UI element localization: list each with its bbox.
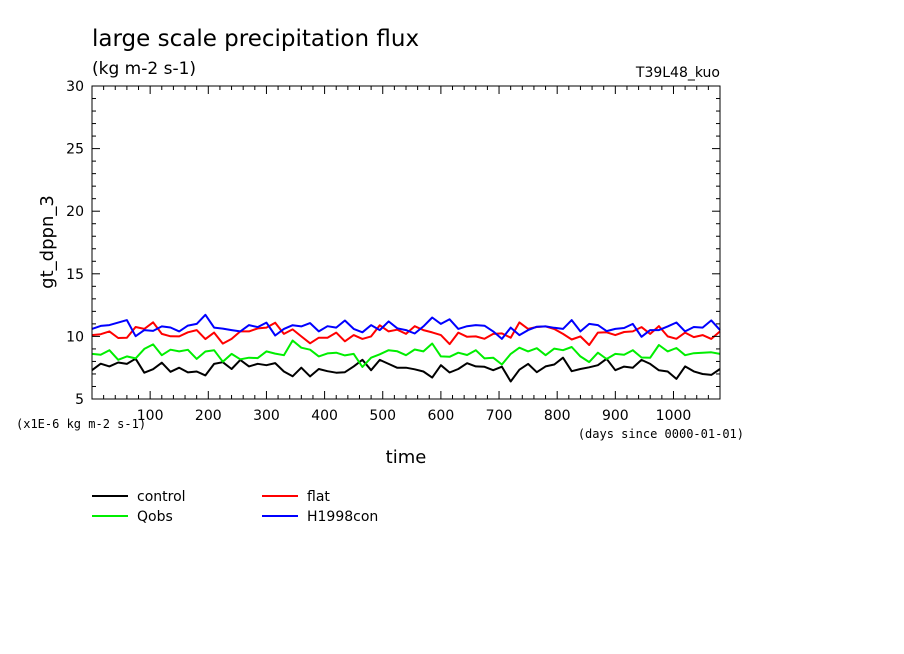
series-line-h1998con <box>91 313 721 340</box>
plot-frame <box>91 85 721 400</box>
chart-subtitle: (kg m-2 s-1) <box>92 59 196 79</box>
y-axis-label: gt_dppn_3 <box>37 195 58 289</box>
x-tick-label: 900 <box>602 408 629 424</box>
plot-series-group <box>91 313 721 383</box>
y-tick-label: 30 <box>66 79 84 95</box>
x-unit-note: (days since 0000-01-01) <box>578 427 744 441</box>
x-tick-label: 700 <box>486 408 513 424</box>
series-line-qobs <box>91 339 721 368</box>
legend-label: H1998con <box>307 509 378 525</box>
y-tick-label: 20 <box>66 204 84 220</box>
legend-label: Qobs <box>137 509 173 525</box>
legend-label: control <box>137 489 186 505</box>
series-line-control <box>91 356 721 383</box>
x-tick-label: 800 <box>544 408 571 424</box>
x-tick-label: 1000 <box>656 408 692 424</box>
chart-title: large scale precipitation flux <box>92 26 419 52</box>
series-line-flat <box>91 321 721 346</box>
x-tick-label: 500 <box>369 408 396 424</box>
x-tick-label: 600 <box>428 408 455 424</box>
y-scale-note: (x1E-6 kg m-2 s-1) <box>16 417 146 431</box>
x-tick-label: 100 <box>137 408 164 424</box>
y-tick-label: 5 <box>75 392 84 408</box>
axis-ticks: 100 200 300 400 500 600 700 800 900 1000 5 10 15 20 25… <box>66 79 720 424</box>
legend-label: flat <box>307 489 330 505</box>
y-tick-label: 15 <box>66 267 84 283</box>
legend: control flat Qobs H1998con <box>92 489 378 525</box>
x-tick-label: 400 <box>311 408 338 424</box>
run-label: T39L48_kuo <box>635 65 720 81</box>
y-tick-label: 25 <box>66 142 84 158</box>
x-tick-label: 200 <box>195 408 222 424</box>
y-tick-label: 10 <box>66 329 84 345</box>
x-axis-label: time <box>386 447 427 468</box>
x-tick-label: 300 <box>253 408 280 424</box>
